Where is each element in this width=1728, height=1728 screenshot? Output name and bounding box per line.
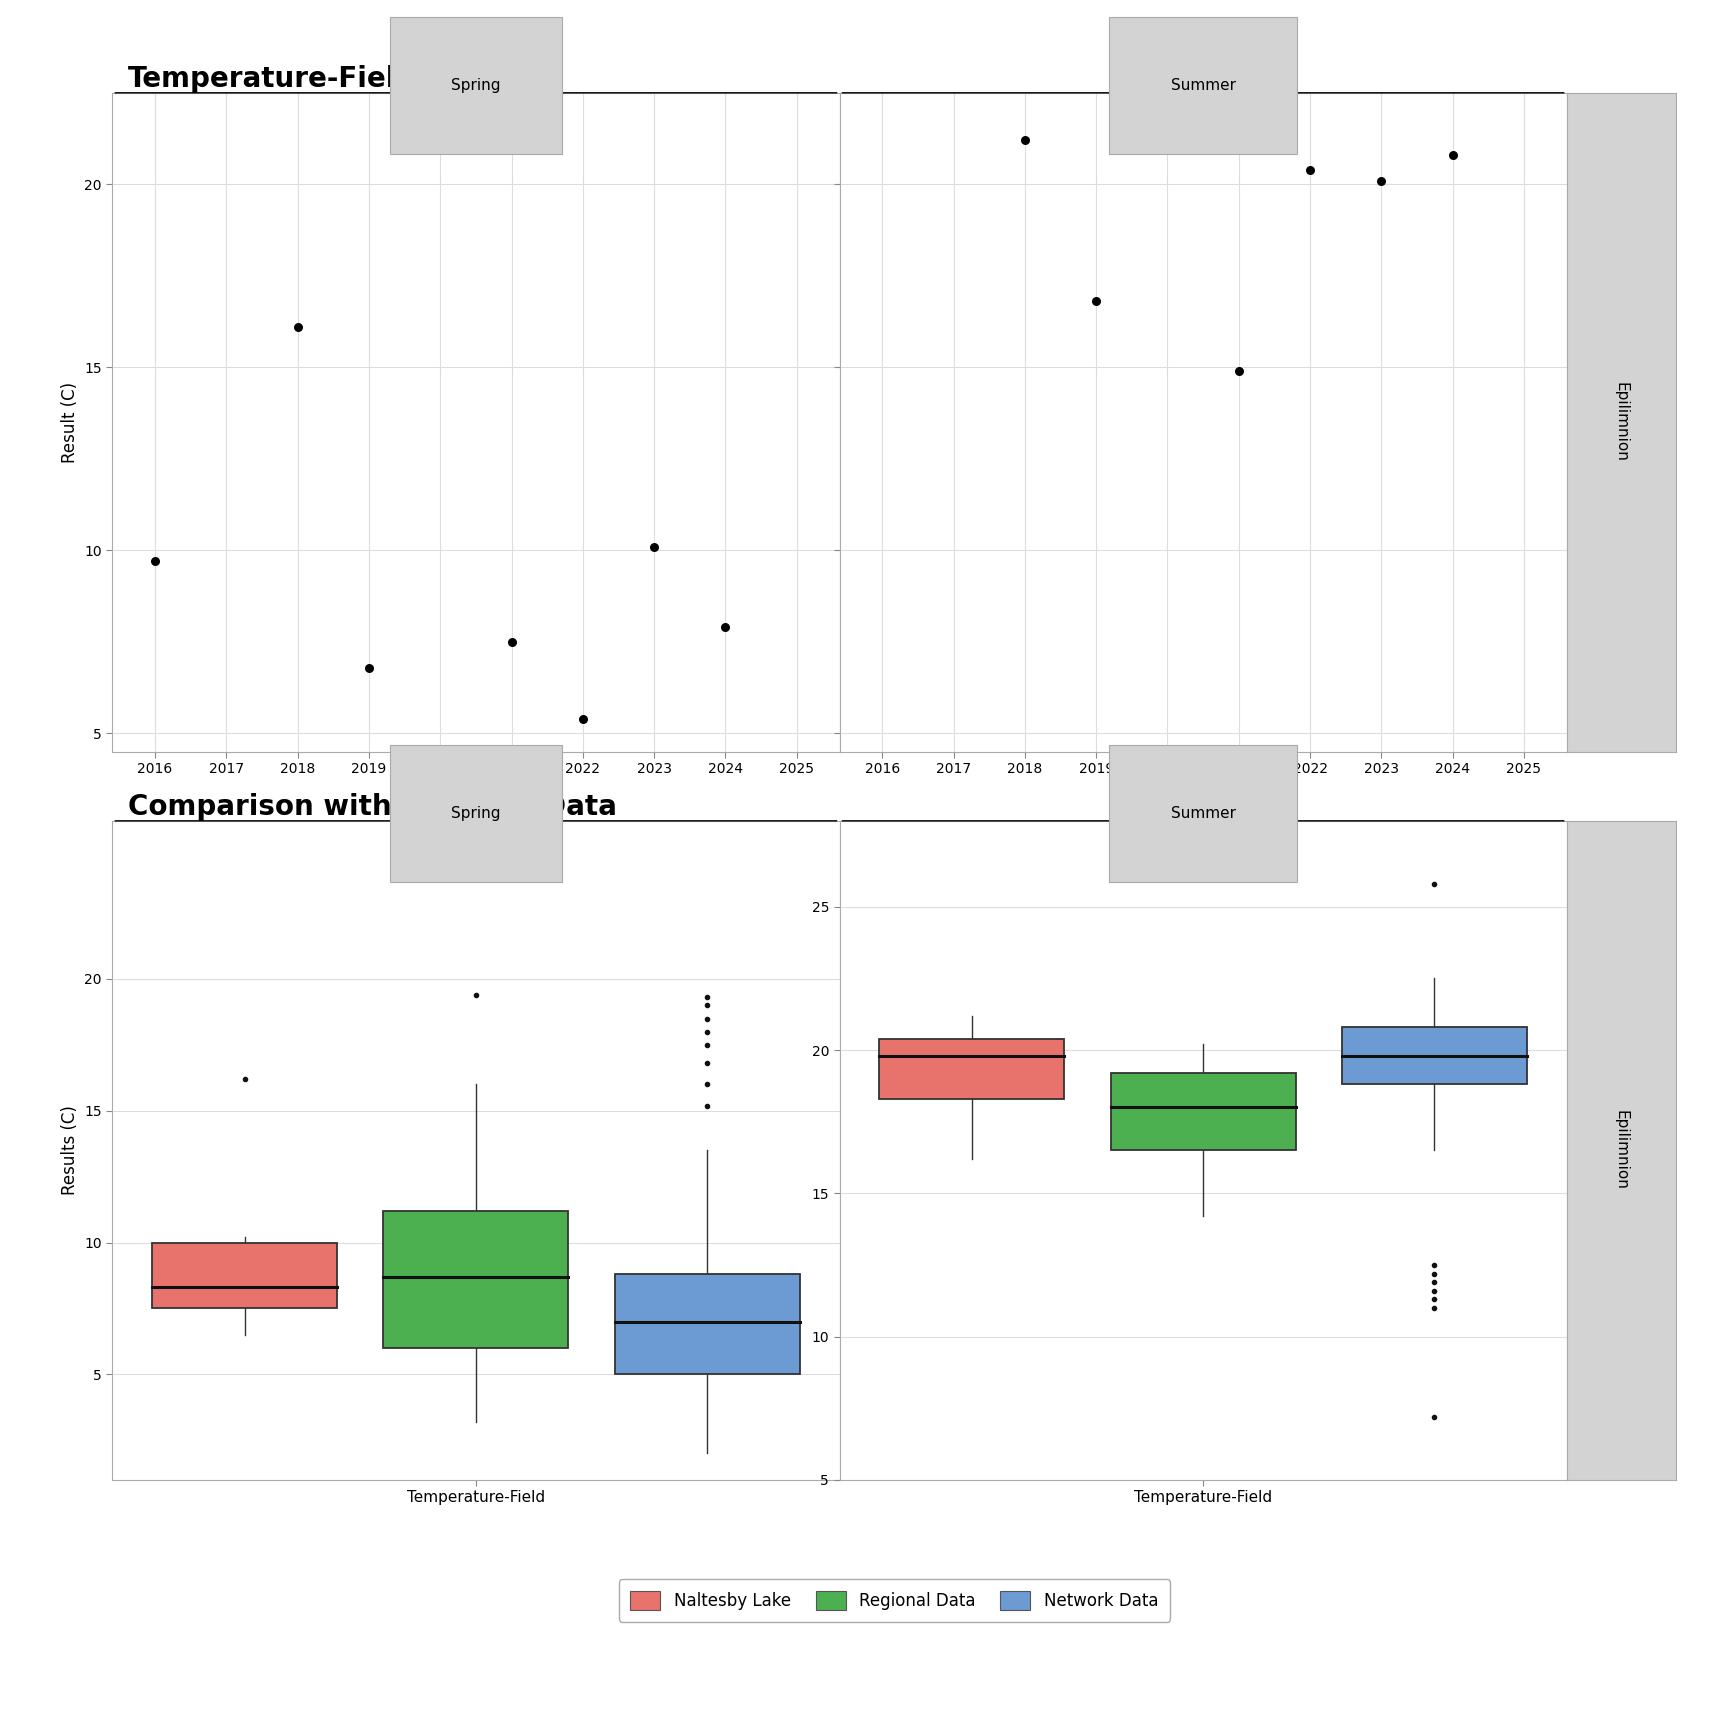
Point: [1225, 358, 1253, 385]
Text: Spring: Spring: [451, 805, 501, 821]
Text: Comparison with Network Data: Comparison with Network Data: [128, 793, 617, 821]
Point: [1439, 142, 1467, 169]
Text: Epilimnion: Epilimnion: [1614, 1111, 1630, 1191]
Point: [641, 532, 669, 560]
Point: [569, 705, 596, 733]
Point: [712, 613, 740, 641]
Bar: [880, 1039, 1064, 1099]
Point: [1082, 287, 1109, 314]
Bar: [1111, 1073, 1296, 1151]
Point: [498, 627, 525, 655]
Legend: Naltesby Lake, Regional Data, Network Data: Naltesby Lake, Regional Data, Network Da…: [619, 1579, 1170, 1623]
Point: [1011, 126, 1039, 154]
Bar: [1343, 1026, 1528, 1085]
Text: Summer: Summer: [1170, 78, 1236, 93]
Text: Summer: Summer: [1170, 805, 1236, 821]
Bar: [384, 1211, 569, 1348]
Point: [1367, 168, 1394, 195]
Y-axis label: Result (C): Result (C): [60, 382, 79, 463]
Point: [142, 548, 169, 575]
Bar: [152, 1242, 337, 1308]
Text: Temperature-Field: Temperature-Field: [128, 64, 416, 93]
Y-axis label: Results (C): Results (C): [60, 1106, 79, 1196]
Text: Spring: Spring: [451, 78, 501, 93]
Point: [356, 653, 384, 681]
Bar: [615, 1274, 800, 1374]
Text: Epilimnion: Epilimnion: [1614, 382, 1630, 461]
Point: [1296, 156, 1324, 183]
Point: [283, 313, 311, 340]
